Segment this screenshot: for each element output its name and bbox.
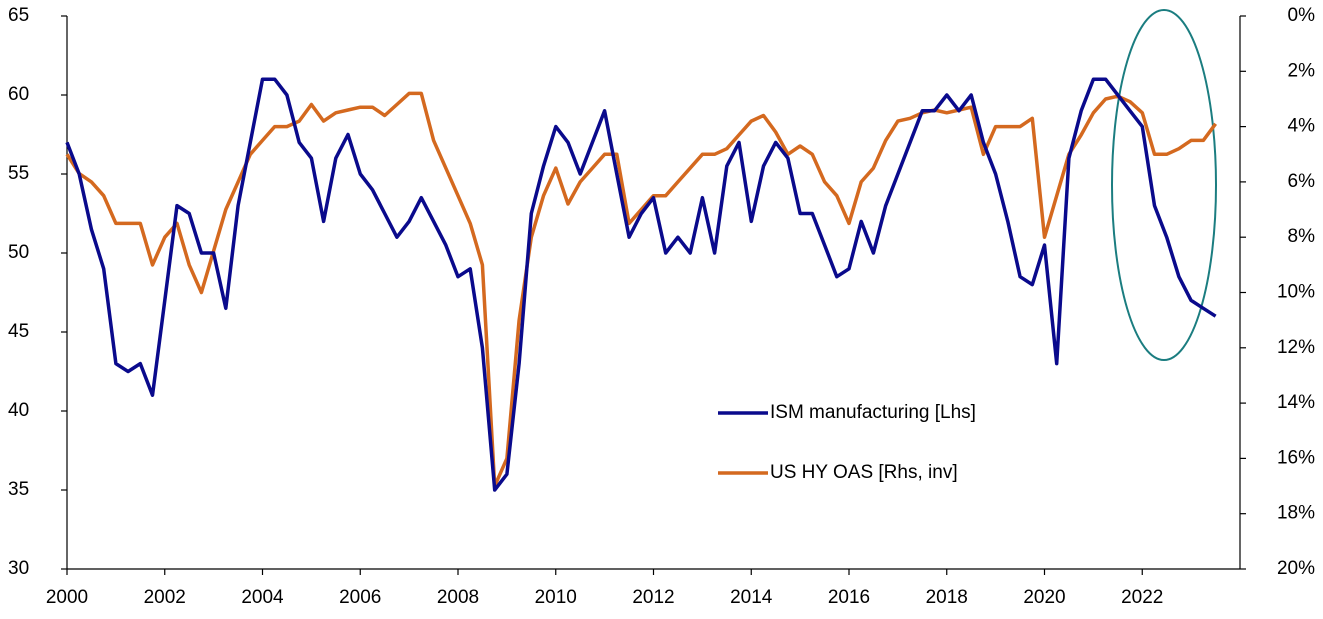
y-tick-label: 35: [8, 479, 29, 500]
x-tick-label: 2018: [926, 587, 968, 608]
y-tick-label: 40: [8, 400, 29, 421]
y2-tick-label: 14%: [1277, 392, 1315, 413]
y2-tick-label: 0%: [1288, 5, 1316, 26]
series-line: [65, 91, 1218, 488]
y2-tick-label: 10%: [1277, 282, 1315, 303]
x-tick-label: 2006: [339, 587, 381, 608]
y-tick-label: 60: [8, 84, 29, 105]
y-tick-label: 45: [8, 321, 29, 342]
x-tick-label: 2008: [437, 587, 479, 608]
y-tick-label: 65: [8, 5, 29, 26]
x-tick-label: 2016: [828, 587, 870, 608]
x-tick-label: 2022: [1121, 587, 1163, 608]
y2-tick-label: 12%: [1277, 337, 1315, 358]
highlight-ellipse: [1111, 9, 1217, 361]
series-line: [65, 77, 1217, 492]
y2-tick-label: 16%: [1277, 447, 1315, 468]
y2-tick-label: 18%: [1277, 503, 1315, 524]
y2-tick-label: 4%: [1288, 116, 1316, 137]
legend-label: US HY OAS [Rhs, inv]: [770, 462, 958, 483]
x-tick-label: 2020: [1023, 587, 1065, 608]
x-tick-label: 2010: [535, 587, 577, 608]
y2-tick-label: 2%: [1288, 60, 1316, 81]
legend-label: ISM manufacturing [Lhs]: [770, 402, 976, 423]
x-tick-label: 2000: [46, 587, 88, 608]
x-tick-label: 2004: [241, 587, 284, 608]
y2-tick-label: 20%: [1277, 558, 1315, 579]
x-tick-label: 2012: [632, 587, 674, 608]
x-tick-label: 2014: [730, 587, 773, 608]
x-tick-label: 2002: [144, 587, 186, 608]
y-tick-label: 30: [8, 558, 29, 579]
y-tick-label: 50: [8, 242, 29, 263]
y2-tick-label: 6%: [1288, 171, 1316, 192]
y-tick-label: 55: [8, 163, 29, 184]
y2-tick-label: 8%: [1288, 226, 1316, 247]
